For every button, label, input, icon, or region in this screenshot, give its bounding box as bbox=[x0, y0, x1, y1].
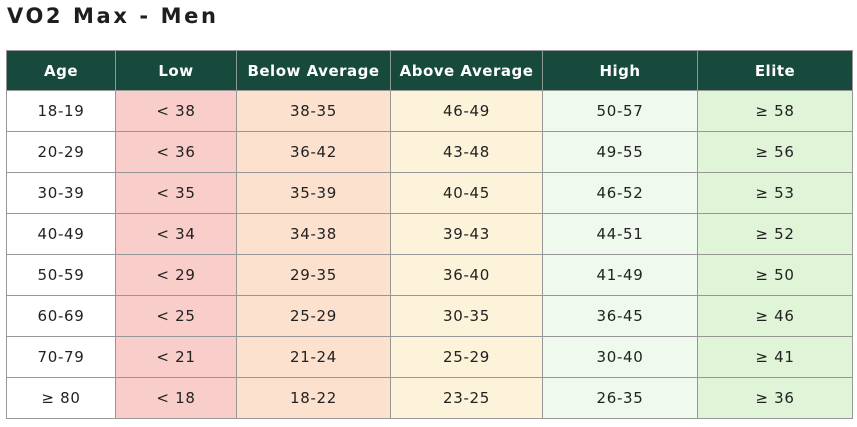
cell-high: 41-49 bbox=[542, 254, 698, 296]
cell-low: < 38 bbox=[115, 90, 237, 132]
cell-above-average: 36-40 bbox=[390, 254, 543, 296]
cell-elite: ≥ 52 bbox=[697, 213, 853, 255]
page-title: VO2 Max - Men bbox=[7, 4, 219, 28]
cell-below-average: 38-35 bbox=[236, 90, 391, 132]
cell-above-average: 43-48 bbox=[390, 131, 543, 173]
cell-below-average: 29-35 bbox=[236, 254, 391, 296]
cell-above-average: 46-49 bbox=[390, 90, 543, 132]
cell-below-average: 25-29 bbox=[236, 295, 391, 337]
column-header-high: High bbox=[542, 50, 698, 91]
cell-age: 30-39 bbox=[6, 172, 116, 214]
cell-elite: ≥ 41 bbox=[697, 336, 853, 378]
vo2-max-table: Age Low Below Average Above Average High… bbox=[6, 50, 853, 419]
cell-below-average: 21-24 bbox=[236, 336, 391, 378]
cell-age: 50-59 bbox=[6, 254, 116, 296]
column-header-age: Age bbox=[6, 50, 116, 91]
cell-elite: ≥ 53 bbox=[697, 172, 853, 214]
cell-below-average: 18-22 bbox=[236, 377, 391, 419]
table-row-80-plus: ≥ 80 < 18 18-22 23-25 26-35 ≥ 36 bbox=[6, 377, 853, 419]
table-body: 18-19 < 38 38-35 46-49 50-57 ≥ 58 20-29 … bbox=[6, 90, 853, 419]
cell-elite: ≥ 58 bbox=[697, 90, 853, 132]
cell-low: < 21 bbox=[115, 336, 237, 378]
table-header: Age Low Below Average Above Average High… bbox=[6, 50, 853, 91]
table-row-18-19: 18-19 < 38 38-35 46-49 50-57 ≥ 58 bbox=[6, 90, 853, 132]
cell-age: 40-49 bbox=[6, 213, 116, 255]
cell-above-average: 25-29 bbox=[390, 336, 543, 378]
cell-above-average: 39-43 bbox=[390, 213, 543, 255]
cell-high: 50-57 bbox=[542, 90, 698, 132]
cell-low: < 18 bbox=[115, 377, 237, 419]
table-row-70-79: 70-79 < 21 21-24 25-29 30-40 ≥ 41 bbox=[6, 336, 853, 378]
table-row-40-49: 40-49 < 34 34-38 39-43 44-51 ≥ 52 bbox=[6, 213, 853, 255]
column-header-below-average: Below Average bbox=[236, 50, 391, 91]
column-header-low: Low bbox=[115, 50, 237, 91]
cell-above-average: 30-35 bbox=[390, 295, 543, 337]
cell-below-average: 34-38 bbox=[236, 213, 391, 255]
cell-high: 26-35 bbox=[542, 377, 698, 419]
table-row-60-69: 60-69 < 25 25-29 30-35 36-45 ≥ 46 bbox=[6, 295, 853, 337]
column-header-elite: Elite bbox=[697, 50, 853, 91]
cell-low: < 34 bbox=[115, 213, 237, 255]
cell-low: < 29 bbox=[115, 254, 237, 296]
cell-high: 36-45 bbox=[542, 295, 698, 337]
table-row-50-59: 50-59 < 29 29-35 36-40 41-49 ≥ 50 bbox=[6, 254, 853, 296]
cell-above-average: 40-45 bbox=[390, 172, 543, 214]
cell-above-average: 23-25 bbox=[390, 377, 543, 419]
cell-high: 46-52 bbox=[542, 172, 698, 214]
cell-elite: ≥ 56 bbox=[697, 131, 853, 173]
table-row-20-29: 20-29 < 36 36-42 43-48 49-55 ≥ 56 bbox=[6, 131, 853, 173]
cell-below-average: 36-42 bbox=[236, 131, 391, 173]
cell-age: 70-79 bbox=[6, 336, 116, 378]
cell-age: 18-19 bbox=[6, 90, 116, 132]
cell-age: ≥ 80 bbox=[6, 377, 116, 419]
cell-below-average: 35-39 bbox=[236, 172, 391, 214]
cell-high: 30-40 bbox=[542, 336, 698, 378]
table-row-30-39: 30-39 < 35 35-39 40-45 46-52 ≥ 53 bbox=[6, 172, 853, 214]
cell-high: 44-51 bbox=[542, 213, 698, 255]
column-header-above-average: Above Average bbox=[390, 50, 543, 91]
cell-age: 60-69 bbox=[6, 295, 116, 337]
header-row: Age Low Below Average Above Average High… bbox=[6, 50, 853, 91]
cell-elite: ≥ 46 bbox=[697, 295, 853, 337]
cell-age: 20-29 bbox=[6, 131, 116, 173]
cell-elite: ≥ 50 bbox=[697, 254, 853, 296]
cell-low: < 36 bbox=[115, 131, 237, 173]
cell-low: < 25 bbox=[115, 295, 237, 337]
cell-low: < 35 bbox=[115, 172, 237, 214]
cell-high: 49-55 bbox=[542, 131, 698, 173]
cell-elite: ≥ 36 bbox=[697, 377, 853, 419]
